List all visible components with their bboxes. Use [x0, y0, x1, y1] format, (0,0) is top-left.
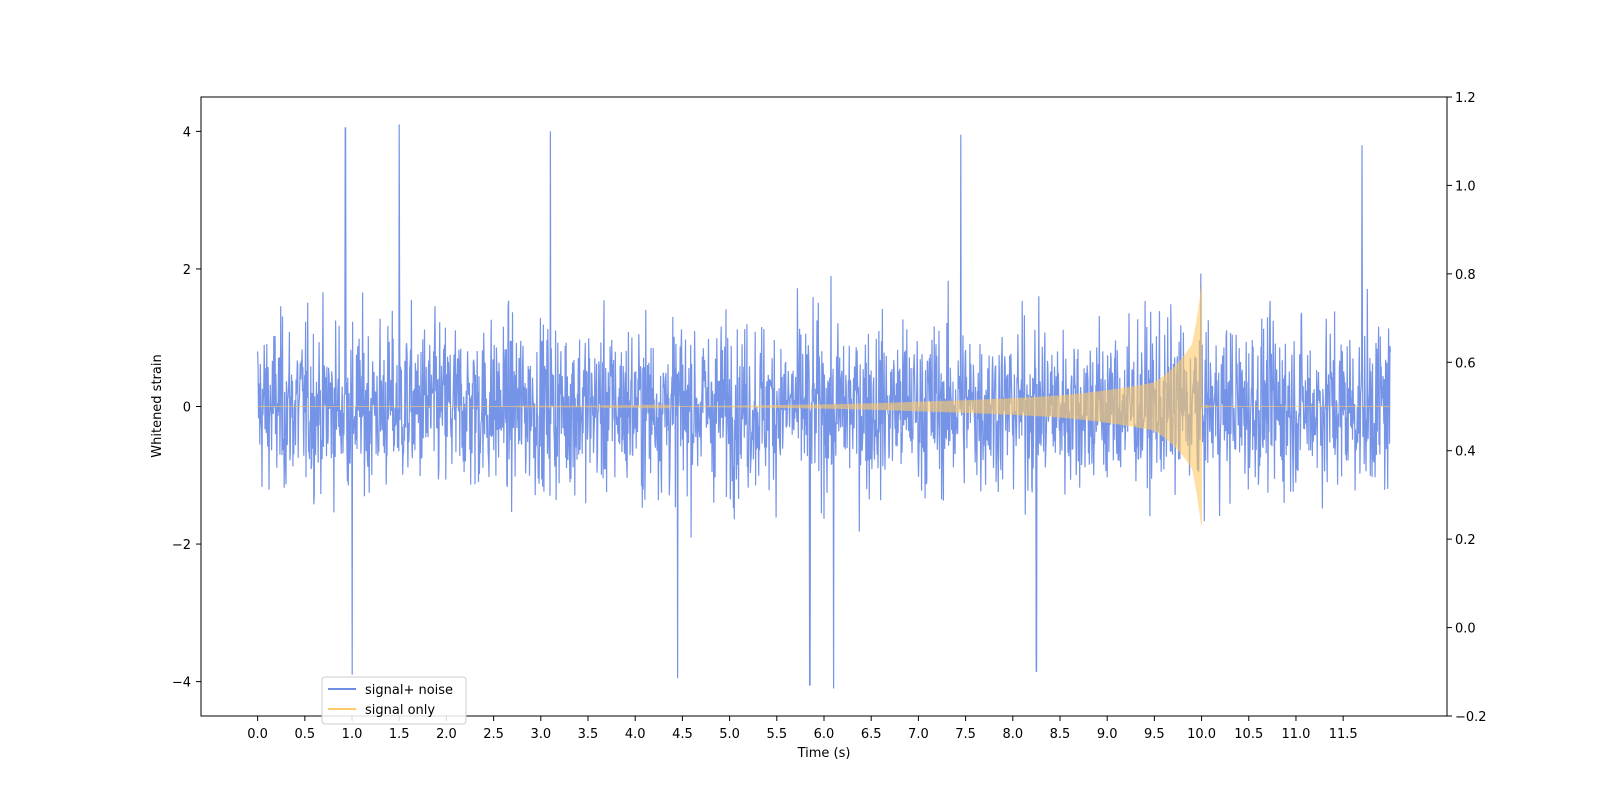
signal-series-layer — [257, 286, 1391, 526]
x-axis-label: Time (s) — [797, 746, 851, 761]
x-tick-label: 3.0 — [530, 727, 551, 742]
x-tick-label: 6.0 — [814, 727, 835, 742]
y2-tick-label: 1.2 — [1455, 91, 1476, 106]
y-tick-label: 0 — [183, 401, 191, 416]
y-tick-label: 2 — [183, 263, 191, 278]
x-tick-label: 8.0 — [1002, 727, 1023, 742]
x-tick-label: 4.5 — [672, 727, 693, 742]
y2-tick-label: 0.6 — [1455, 356, 1476, 371]
y2-tick-label: 0.0 — [1455, 622, 1476, 637]
y2-tick-label: 1.0 — [1455, 179, 1476, 194]
x-tick-label: 5.0 — [719, 727, 740, 742]
x-tick-label: 2.5 — [483, 727, 504, 742]
x-tick-label: 0.0 — [247, 727, 268, 742]
legend-box — [321, 676, 467, 725]
x-tick-label: 9.5 — [1144, 727, 1165, 742]
legend: signal+ noise signal only — [321, 676, 467, 725]
x-tick-label: 11.5 — [1329, 727, 1358, 742]
x-tick-label: 1.0 — [342, 727, 363, 742]
y-tick-label: −2 — [172, 538, 191, 553]
y2-tick-label: 0.2 — [1455, 533, 1476, 548]
y-axis-right: 1.2 1.0 0.8 0.6 0.4 0.2 0.0 −0.2 — [1447, 91, 1487, 725]
x-axis: 0.0 0.5 1.0 1.5 2.0 2.5 3.0 3.5 4.0 4.5 5.0 5.5 6.0 6… — [247, 716, 1358, 742]
x-tick-label: 1.5 — [389, 727, 410, 742]
x-tick-label: 10.5 — [1234, 727, 1263, 742]
y-tick-label: 4 — [183, 125, 191, 140]
x-tick-label: 6.5 — [861, 727, 882, 742]
x-tick-label: 0.5 — [294, 727, 315, 742]
y-tick-label: −4 — [172, 676, 191, 691]
x-tick-label: 3.5 — [578, 727, 599, 742]
series-line-signal-only — [257, 286, 1391, 526]
x-tick-label: 9.0 — [1097, 727, 1118, 742]
y2-tick-label: 0.8 — [1455, 268, 1476, 283]
y2-tick-label: 0.4 — [1455, 445, 1476, 460]
y-axis-label: Whitened strain — [150, 354, 165, 457]
y2-tick-label: −0.2 — [1455, 710, 1487, 725]
x-tick-label: 7.5 — [955, 727, 976, 742]
x-tick-label: 5.5 — [766, 727, 787, 742]
x-tick-label: 10.0 — [1187, 727, 1216, 742]
legend-label-signal-only: signal only — [365, 703, 435, 718]
y-axis-left: 4 2 0 −2 −4 — [172, 125, 201, 691]
x-tick-label: 11.0 — [1281, 727, 1310, 742]
x-tick-label: 7.0 — [908, 727, 929, 742]
legend-label-signal-noise: signal+ noise — [365, 683, 453, 698]
x-tick-label: 4.0 — [625, 727, 646, 742]
x-tick-label: 2.0 — [436, 727, 457, 742]
x-tick-label: 8.5 — [1050, 727, 1071, 742]
